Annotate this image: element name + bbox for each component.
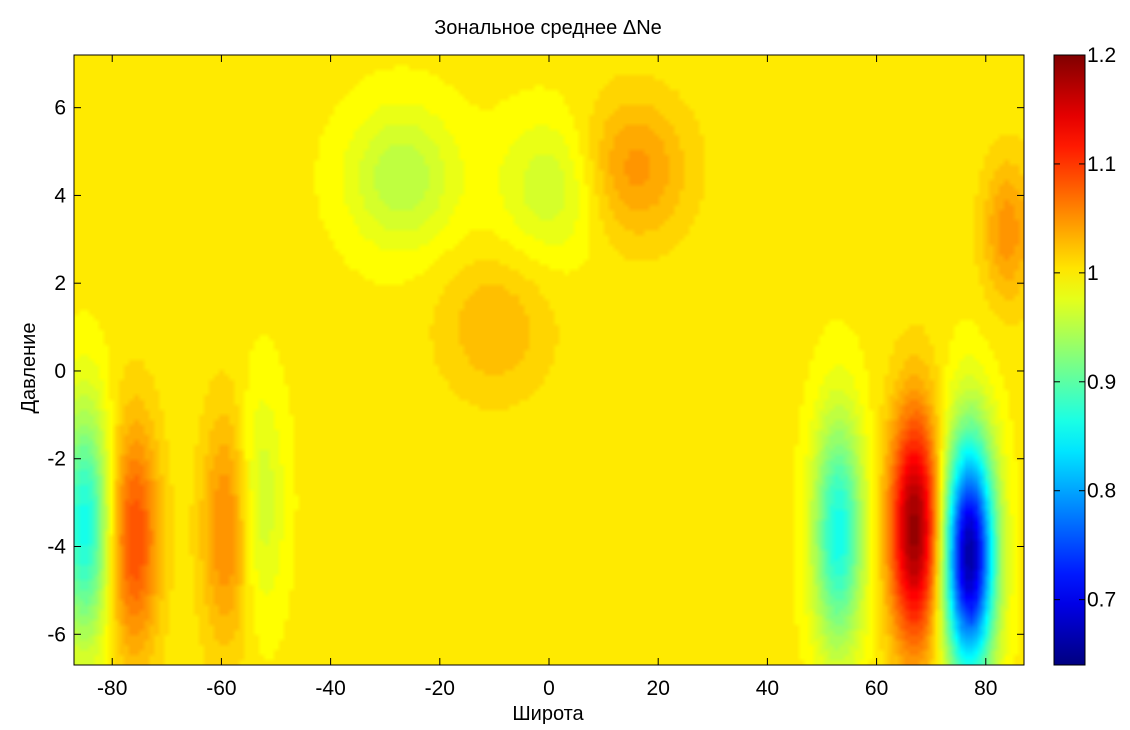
x-tick-label: -60 [206, 677, 236, 700]
colorbar-tick-label: 1.1 [1087, 153, 1116, 176]
y-tick-label: -4 [47, 536, 66, 559]
colorbar: 0.7 0.8 0.9 1 1.1 1.2 [1053, 44, 1116, 666]
x-tick-label: 20 [647, 677, 670, 700]
colorbar-tick-label: 0.8 [1087, 480, 1116, 503]
x-tick-label: -40 [315, 677, 345, 700]
x-tick-label: -20 [425, 677, 455, 700]
y-tick-label: 0 [54, 360, 66, 383]
x-axis: -80 -60 -40 -20 0 20 40 60 80 [97, 55, 997, 700]
colorbar-tick-label: 0.9 [1087, 371, 1116, 394]
x-tick-label: 80 [974, 677, 997, 700]
y-axis: -6 -4 -2 0 2 4 6 [47, 97, 1024, 646]
y-tick-label: 6 [54, 97, 66, 120]
colorbar-tick-label: 1 [1087, 262, 1099, 285]
x-tick-label: 40 [756, 677, 779, 700]
colorbar-tick-label: 1.2 [1087, 44, 1116, 67]
x-tick-label: 0 [543, 677, 555, 700]
y-tick-label: -2 [47, 448, 66, 471]
heatmap-surface [74, 55, 1024, 665]
y-axis-label: Давление [18, 323, 40, 414]
y-tick-label: -6 [47, 623, 66, 646]
y-tick-label: 4 [54, 184, 66, 207]
colorbar-gradient [1053, 54, 1086, 666]
plot-area [73, 54, 1025, 666]
x-tick-label: 60 [865, 677, 888, 700]
chart-title: Зональное среднее ΔNe [434, 17, 662, 39]
y-tick-label: 2 [54, 272, 66, 295]
x-axis-label: Широта [512, 703, 584, 725]
colorbar-tick-label: 0.7 [1087, 589, 1116, 612]
x-tick-label: -80 [97, 677, 127, 700]
